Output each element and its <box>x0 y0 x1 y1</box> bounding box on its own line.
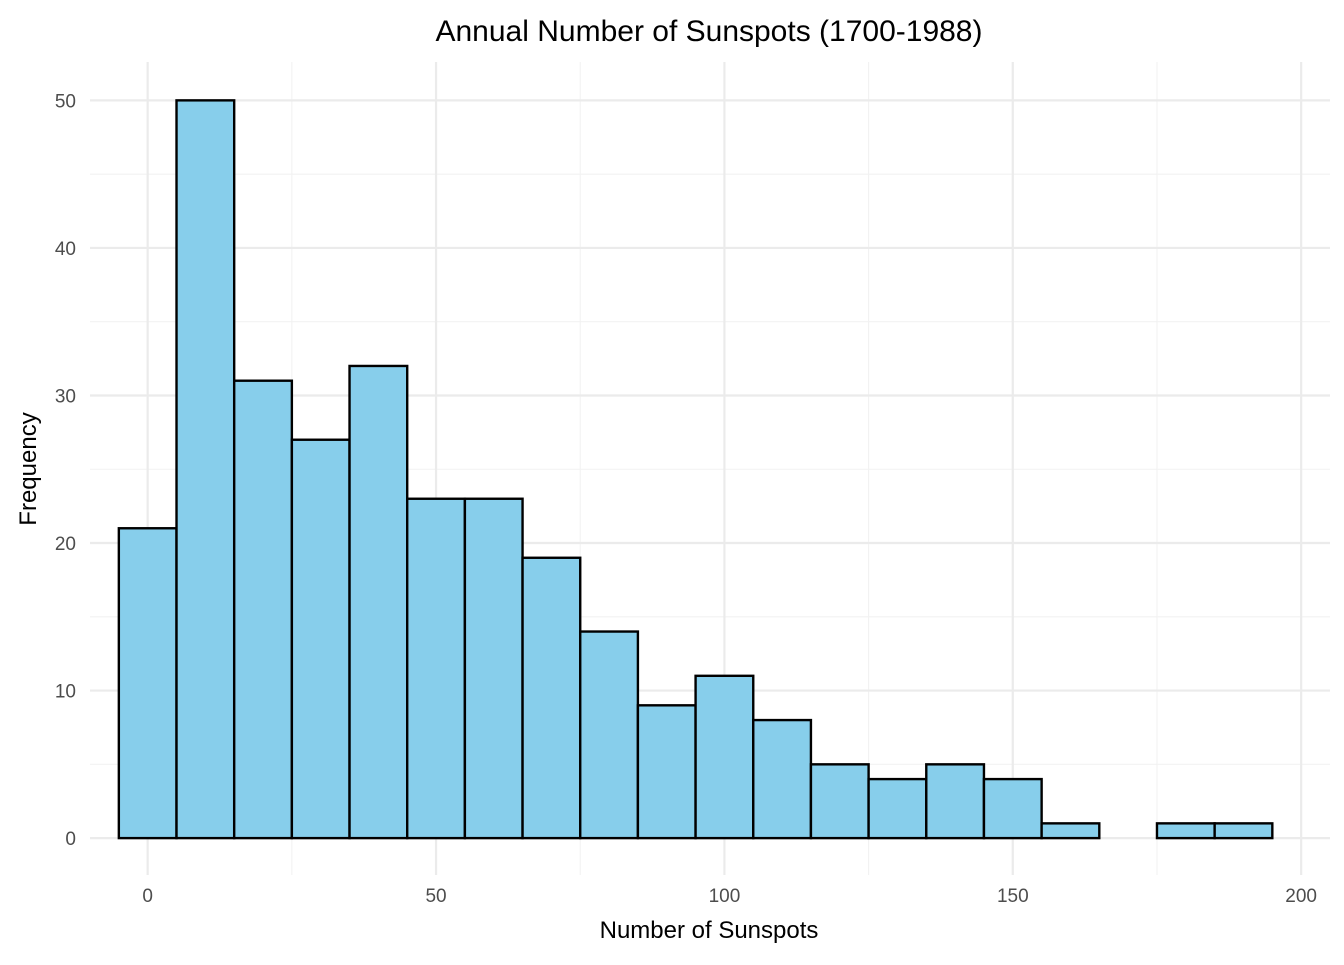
histogram-bar <box>348 364 409 840</box>
x-axis-title: Number of Sunspots <box>600 917 819 944</box>
y-axis-title: Frequency <box>15 412 42 525</box>
histogram-bar <box>521 556 582 840</box>
y-tick-label: 0 <box>65 829 76 850</box>
histogram-bar <box>463 497 524 840</box>
x-axis-ticks: 0 50 100 150 200 <box>142 886 1317 907</box>
y-axis-ticks: 0 10 20 30 40 50 <box>55 91 76 850</box>
histogram-bar <box>752 718 813 840</box>
histogram-bar <box>1040 822 1101 840</box>
histogram-bar <box>1155 822 1216 840</box>
histogram-bar <box>406 497 467 840</box>
y-tick-label: 10 <box>55 682 76 703</box>
histogram-bar <box>636 704 697 840</box>
x-tick-label: 0 <box>142 886 153 907</box>
y-tick-label: 30 <box>55 386 76 407</box>
histogram-bar <box>982 777 1043 840</box>
histogram-bar <box>1213 822 1274 840</box>
histogram-bars <box>117 99 1274 840</box>
histogram-bar <box>175 99 236 840</box>
histogram-bar <box>925 763 986 840</box>
x-tick-label: 150 <box>997 886 1029 907</box>
histogram-bar <box>867 777 928 840</box>
histogram-bar <box>579 630 640 840</box>
x-tick-label: 50 <box>425 886 446 907</box>
x-tick-label: 200 <box>1285 886 1317 907</box>
y-tick-label: 40 <box>55 239 76 260</box>
y-tick-label: 20 <box>55 534 76 555</box>
histogram-bar <box>232 379 294 840</box>
x-tick-label: 100 <box>709 886 741 907</box>
histogram-bar <box>694 674 755 840</box>
histogram-bar <box>290 438 351 840</box>
y-tick-label: 50 <box>55 91 76 112</box>
histogram-bar <box>117 527 178 840</box>
chart-title: Annual Number of Sunspots (1700-1988) <box>435 15 982 48</box>
histogram-bar <box>809 763 870 840</box>
